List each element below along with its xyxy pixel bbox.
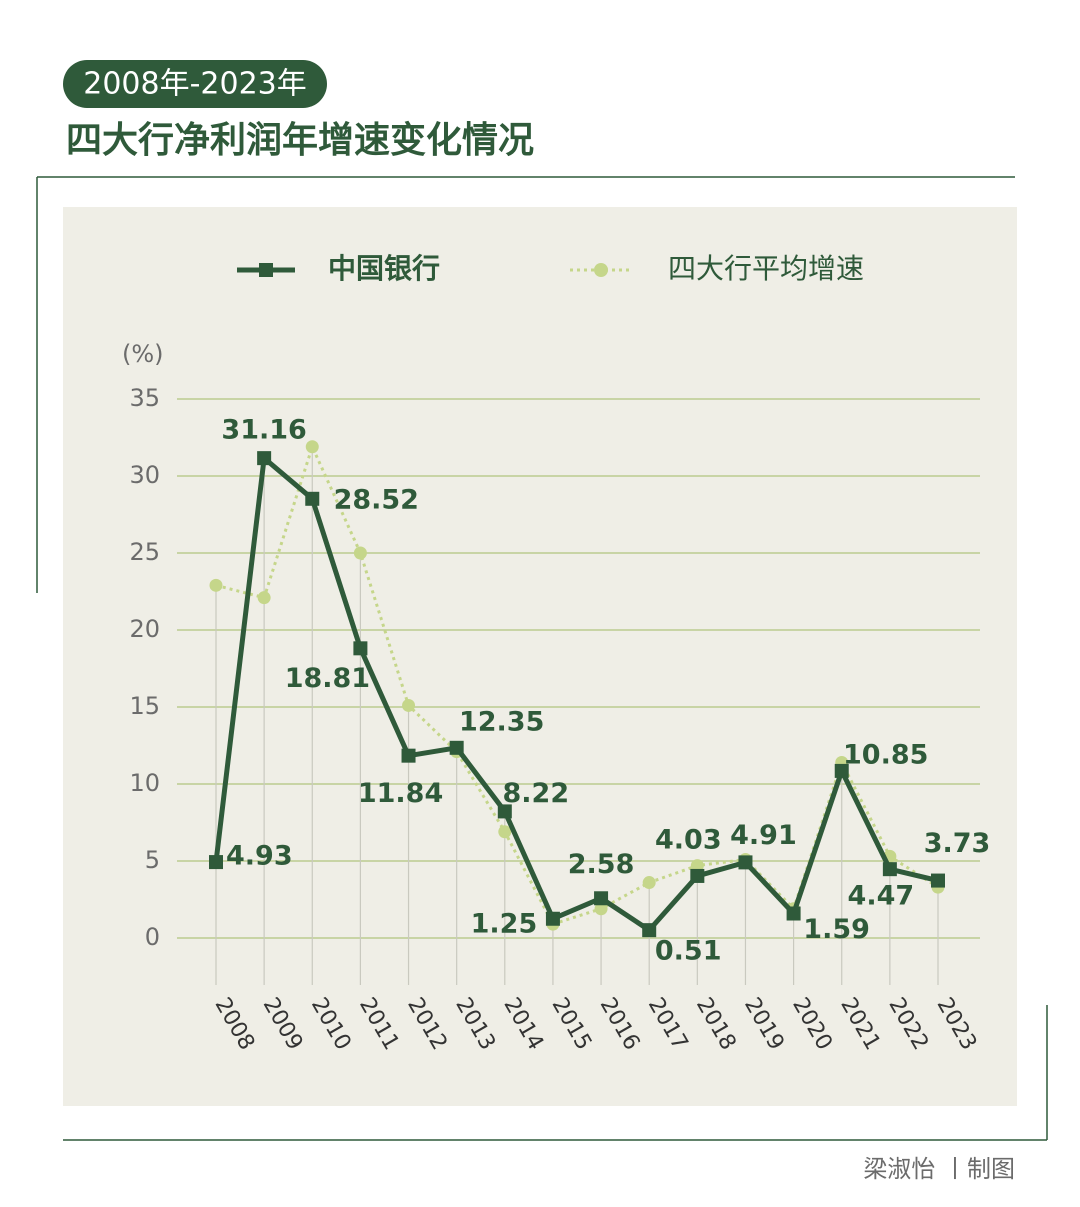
point [305,491,320,506]
data-label: 1.59 [803,914,870,945]
legend-label: 四大行平均增速 [668,252,864,285]
y-tick-label: 35 [129,384,160,412]
data-label: 28.52 [334,484,419,515]
point [402,698,416,712]
point [882,862,897,877]
badge [63,60,327,108]
point [257,591,271,605]
legend-swatch [594,263,608,277]
point [209,578,223,592]
y-tick-label: 20 [129,615,160,643]
point [401,748,416,763]
point [786,906,801,921]
data-label: 12.35 [459,706,544,737]
point [497,804,512,819]
data-label: 11.84 [358,778,443,809]
point [594,902,608,916]
point [642,923,657,938]
point [594,891,609,906]
data-label: 0.51 [655,936,722,967]
badge-text: 2008年-2023年 [83,67,307,102]
y-tick-label: 30 [129,461,160,489]
point [545,911,560,926]
y-tick-label: 10 [129,769,160,797]
point [690,868,705,883]
data-label: 18.81 [285,663,370,694]
data-label: 10.85 [843,739,928,770]
point [931,873,945,888]
data-label: 31.16 [221,415,306,446]
point [257,451,272,466]
data-label: 4.03 [655,824,722,855]
data-label: 4.93 [226,841,293,872]
chart-title: 四大行净利润年增速变化情况 [66,119,534,161]
point [738,855,753,870]
data-label: 3.73 [924,828,991,859]
point [305,440,319,454]
y-tick-label: 15 [129,692,160,720]
point [498,825,512,839]
y-tick-label: 0 [145,923,160,951]
point [690,859,704,873]
point [642,876,656,890]
data-label: 8.22 [502,778,569,809]
panel [63,207,1017,1106]
point [353,546,367,560]
credit: 梁淑怡 丨制图 [863,1155,1015,1183]
point [353,641,368,656]
data-label: 4.91 [730,820,797,851]
y-tick-label: 25 [129,538,160,566]
series-line [213,455,939,933]
y-axis-label: (%) [122,340,164,368]
data-label: 1.25 [471,908,538,939]
data-label: 4.47 [848,881,915,912]
legend-label: 中国银行 [328,252,440,285]
point [209,855,223,870]
legend-swatch [259,263,273,277]
point [449,740,464,755]
data-label: 2.58 [568,849,635,880]
y-tick-label: 5 [145,846,160,874]
point [834,763,849,778]
